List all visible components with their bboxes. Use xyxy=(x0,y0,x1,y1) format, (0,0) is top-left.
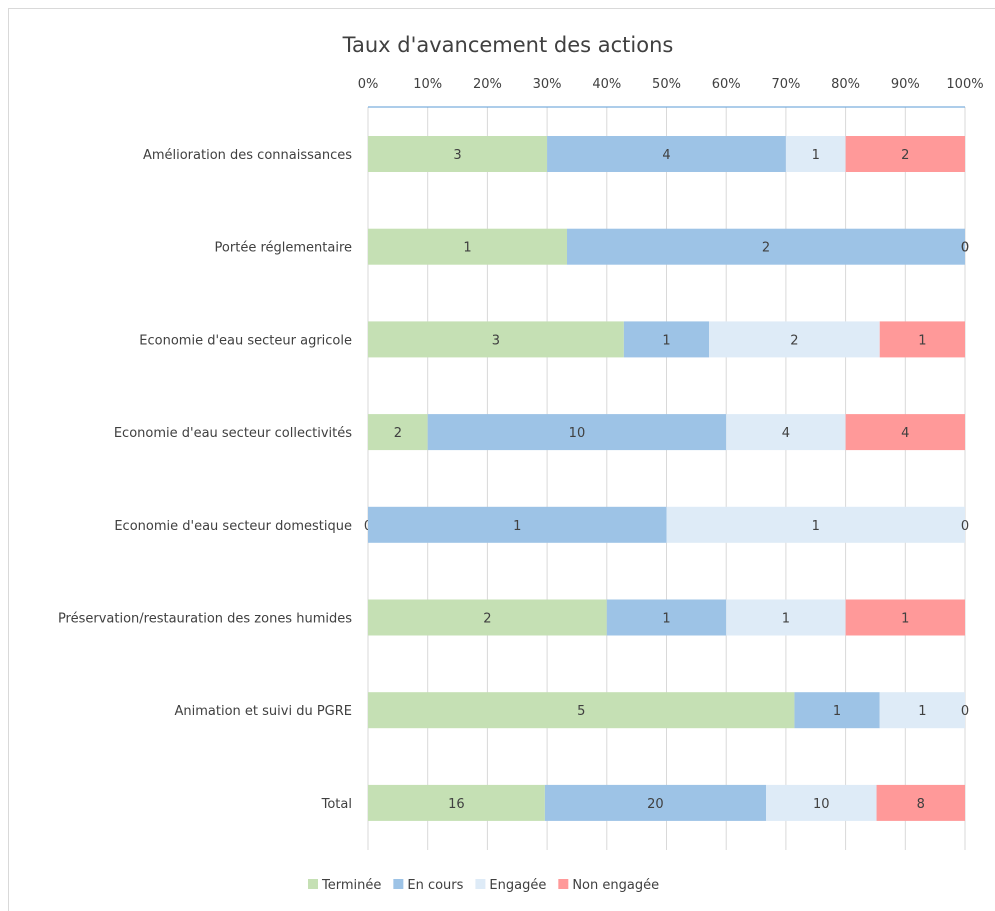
bar-engagee xyxy=(726,599,846,636)
x-tick-label: 100% xyxy=(946,77,983,92)
data-label-en-cours: 4 xyxy=(662,148,670,163)
grid-lines xyxy=(367,107,966,850)
x-tick-label: 20% xyxy=(473,77,502,92)
x-tick-label: 40% xyxy=(592,77,621,92)
bar-engagee xyxy=(785,136,846,172)
data-label-terminee: 2 xyxy=(394,426,402,441)
data-label-engagee: 4 xyxy=(782,426,790,441)
data-label-non-engagee: 4 xyxy=(901,426,909,441)
bar-engagee xyxy=(766,784,877,821)
bar-en-cours xyxy=(427,414,727,451)
category-label: Economie d'eau secteur agricole xyxy=(139,333,352,348)
bar-non-engagee xyxy=(879,321,965,358)
bar-non-engagee xyxy=(845,414,965,451)
bar-non-engagee xyxy=(876,784,965,821)
x-tick-label: 30% xyxy=(533,77,562,92)
data-label-terminee: 1 xyxy=(463,241,471,256)
bar-en-cours xyxy=(606,599,727,636)
x-tick-label: 10% xyxy=(413,77,442,92)
legend-swatch-terminee xyxy=(308,879,318,889)
data-label-engagee: 1 xyxy=(782,612,790,627)
x-tick-label: 0% xyxy=(358,77,379,92)
data-label-engagee: 0 xyxy=(961,241,969,256)
data-label-en-cours: 1 xyxy=(513,519,521,534)
bar-non-engagee xyxy=(845,599,965,636)
data-label-terminee: 16 xyxy=(448,797,465,812)
category-label: Total xyxy=(321,797,352,812)
data-label-non-engagee: 1 xyxy=(901,612,909,627)
data-label-non-engagee: 0 xyxy=(961,519,969,534)
data-label-terminee: 2 xyxy=(483,612,491,627)
data-label-non-engagee: 1 xyxy=(918,333,926,348)
bar-terminee xyxy=(368,321,624,358)
bar-en-cours xyxy=(368,506,667,543)
chart-frame xyxy=(8,8,995,911)
data-label-en-cours: 1 xyxy=(833,704,841,719)
bar-en-cours xyxy=(794,692,880,729)
bar-en-cours xyxy=(544,784,766,821)
bar-engagee xyxy=(709,321,880,358)
bar-en-cours xyxy=(623,321,710,358)
legend: Terminée En cours Engagée Non engagée xyxy=(308,878,659,893)
data-label-terminee: 3 xyxy=(453,148,461,163)
bar-terminee xyxy=(368,692,795,729)
bar-terminee xyxy=(368,599,607,636)
data-label-engagee: 1 xyxy=(812,519,820,534)
data-label-en-cours: 1 xyxy=(662,333,670,348)
data-label-non-engagee: 8 xyxy=(917,797,925,812)
x-tick-label: 90% xyxy=(891,77,920,92)
bar-engagee xyxy=(666,506,965,543)
x-tick-label: 50% xyxy=(652,77,681,92)
bar-terminee xyxy=(368,784,545,821)
legend-label-en-cours: En cours xyxy=(407,878,463,893)
bar-engagee xyxy=(726,414,846,451)
legend-label-non-engagee: Non engagée xyxy=(572,878,659,893)
data-label-non-engagee: 0 xyxy=(961,241,969,256)
bar-non-engagee xyxy=(845,136,965,172)
data-label-en-cours: 2 xyxy=(762,241,770,256)
x-tick-label: 80% xyxy=(831,77,860,92)
category-label: Préservation/restauration des zones humi… xyxy=(58,612,352,627)
data-label-engagee: 10 xyxy=(813,797,830,812)
bar-en-cours xyxy=(567,228,965,265)
data-label-non-engagee: 2 xyxy=(901,148,909,163)
chart-title: Taux d'avancement des actions xyxy=(342,33,674,57)
x-axis: 0% 10% 20% 30% 40% 50% 60% 70% 80% 90% 100% xyxy=(358,77,984,108)
data-label-en-cours: 1 xyxy=(662,612,670,627)
data-label-engagee: 1 xyxy=(812,148,820,163)
data-label-terminee: 5 xyxy=(577,704,585,719)
legend-swatch-en-cours xyxy=(393,879,404,889)
data-label-en-cours: 20 xyxy=(647,797,664,812)
data-label-non-engagee: 0 xyxy=(961,704,969,719)
data-label-terminee: 3 xyxy=(492,333,500,348)
category-labels: Amélioration des connaissances Portée rég… xyxy=(58,148,352,812)
bar-terminee xyxy=(368,414,428,451)
legend-swatch-engagee xyxy=(475,879,486,889)
x-tick-label: 60% xyxy=(712,77,741,92)
category-label: Economie d'eau secteur domestique xyxy=(114,519,352,534)
x-tick-label: 70% xyxy=(771,77,800,92)
bar-terminee xyxy=(368,136,548,172)
bars: 341212003121210440110211151101620108 xyxy=(364,136,969,821)
category-label: Amélioration des connaissances xyxy=(143,148,352,163)
bar-engagee xyxy=(879,692,965,729)
category-label: Portée réglementaire xyxy=(215,241,352,256)
bar-en-cours xyxy=(547,136,786,172)
legend-label-terminee: Terminée xyxy=(321,878,381,893)
data-label-engagee: 1 xyxy=(918,704,926,719)
legend-label-engagee: Engagée xyxy=(489,878,546,893)
category-label: Animation et suivi du PGRE xyxy=(175,704,352,719)
category-label: Economie d'eau secteur collectivités xyxy=(114,426,352,441)
data-label-engagee: 2 xyxy=(790,333,798,348)
bar-terminee xyxy=(368,228,567,265)
data-label-en-cours: 10 xyxy=(569,426,586,441)
legend-swatch-non-engagee xyxy=(558,879,569,889)
